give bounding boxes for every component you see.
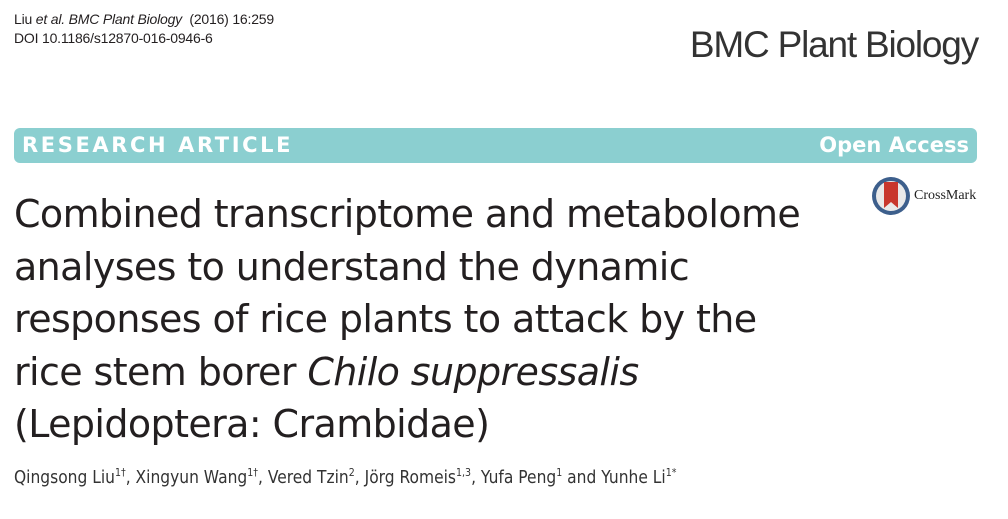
author-name: Yufa Peng xyxy=(480,467,557,488)
crossmark-icon xyxy=(872,177,910,215)
author-name: Yunhe Li xyxy=(601,467,666,488)
affiliation-sup: 1* xyxy=(665,466,677,479)
author[interactable]: Jörg Romeis1,3 xyxy=(364,466,472,488)
separator: , xyxy=(471,467,481,488)
title-line: Combined transcriptome and metabolome xyxy=(14,192,801,236)
citation-year-volume: (2016) 16:259 xyxy=(189,11,274,27)
affiliation-sup: 1,3 xyxy=(456,466,472,479)
citation-journal: BMC Plant Biology xyxy=(68,11,183,27)
author[interactable]: Vered Tzin2 xyxy=(267,466,355,488)
affiliation-sup: 1 xyxy=(556,466,563,479)
title-line: (Lepidoptera: Crambidae) xyxy=(14,402,490,446)
title-text: rice stem borer xyxy=(14,349,308,394)
article-type: RESEARCH ARTICLE xyxy=(22,133,294,157)
author-name: Qingsong Liu xyxy=(14,467,115,488)
article-type-banner: RESEARCH ARTICLE Open Access xyxy=(14,128,977,163)
journal-logo: BMC Plant Biology xyxy=(689,24,979,65)
citation-etal: et al. xyxy=(35,11,65,27)
affiliation-sup: 1† xyxy=(247,466,258,479)
author-name: Xingyun Wang xyxy=(135,467,248,488)
article-title: Combined transcriptome and metabolome an… xyxy=(14,188,864,451)
crossmark-label: CrossMark xyxy=(914,188,977,203)
separator: , xyxy=(354,467,365,488)
citation: Liu et al. BMC Plant Biology (2016) 16:2… xyxy=(14,10,274,48)
title-line: responses of rice plants to attack by th… xyxy=(14,297,757,341)
citation-doi: DOI 10.1186/s12870-016-0946-6 xyxy=(14,30,213,46)
title-line: rice stem borer Chilo suppressalis xyxy=(14,346,864,399)
affiliation-sup: 1† xyxy=(114,466,126,479)
species-name: Chilo suppressalis xyxy=(307,349,639,394)
crossmark-button[interactable]: CrossMark xyxy=(871,176,976,216)
affiliation-sup: 2 xyxy=(348,466,355,479)
open-access-label: Open Access xyxy=(819,133,969,157)
author[interactable]: Qingsong Liu1† xyxy=(14,466,126,488)
separator: and xyxy=(562,467,602,488)
author-name: Jörg Romeis xyxy=(364,467,457,488)
separator: , xyxy=(257,467,268,488)
title-line: analyses to understand the dynamic xyxy=(14,244,690,289)
author-name: Vered Tzin xyxy=(267,467,349,488)
separator: , xyxy=(125,467,136,488)
citation-author: Liu xyxy=(14,11,33,27)
author[interactable]: Xingyun Wang1† xyxy=(135,466,258,488)
author[interactable]: Yunhe Li1* xyxy=(601,466,677,488)
author-list: Qingsong Liu1†, Xingyun Wang1†, Vered Tz… xyxy=(14,466,676,488)
author[interactable]: Yufa Peng1 xyxy=(480,466,563,488)
